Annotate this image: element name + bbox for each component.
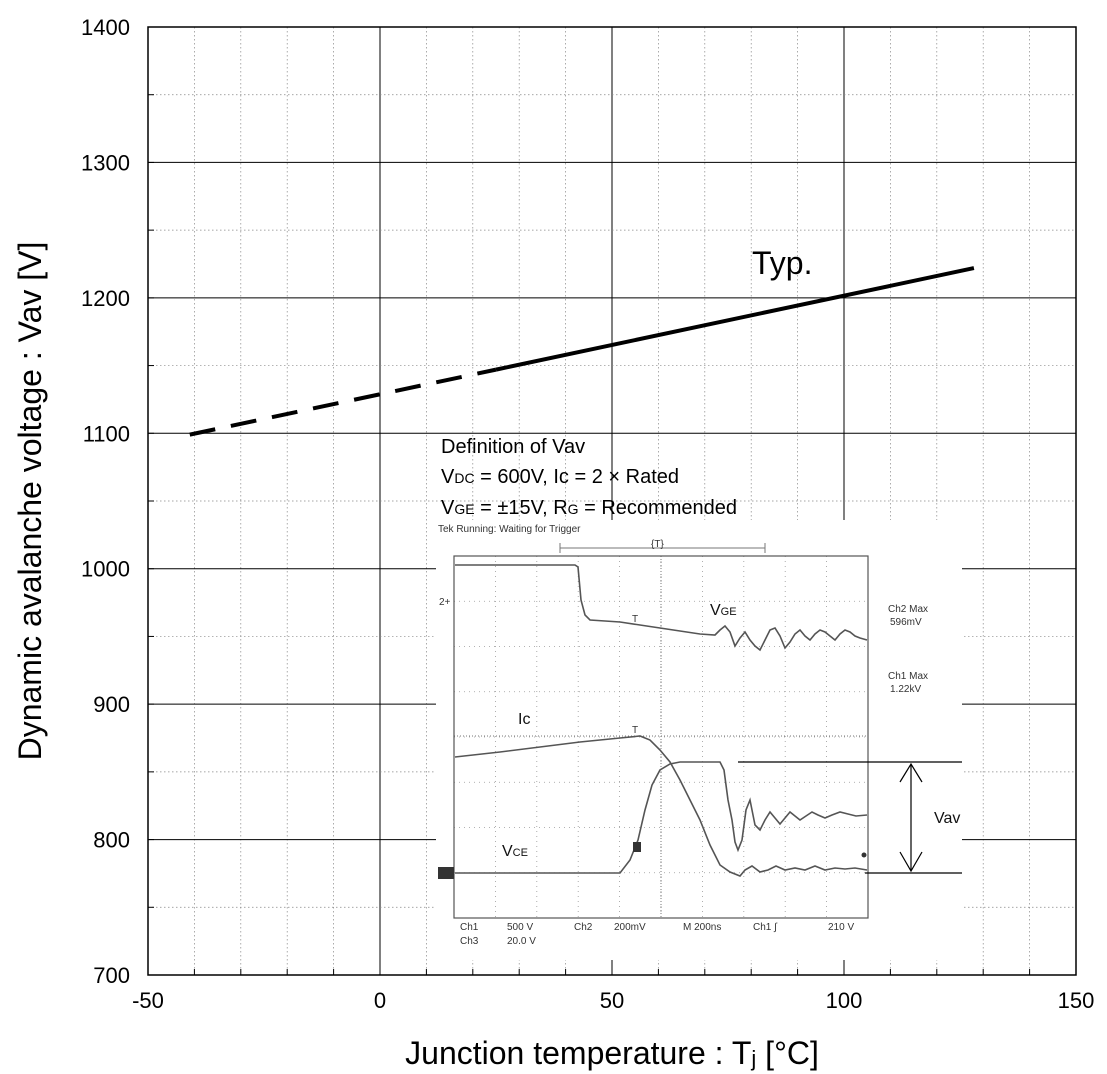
series-line-typ-solid [495, 266, 975, 372]
footer-ch1: Ch1 [460, 922, 479, 933]
inset-header: Tek Running: Waiting for Trigger [438, 524, 581, 535]
ch2-marker: 2+ [439, 597, 451, 608]
x-axis-label: Junction temperature : Tj [°C] [405, 1035, 819, 1071]
footer-trig-level: 210 V [828, 922, 854, 933]
series-line-typ-dashed [189, 367, 497, 437]
y-tick-label: 900 [93, 692, 130, 717]
footer-ch1-scale: 500 V [507, 922, 533, 933]
footer-ch2: Ch2 [574, 922, 593, 933]
vav-label: Vav [934, 810, 960, 827]
definition-block: Definition of Vav VDC = 600V, Ic = 2 × R… [441, 436, 737, 519]
footer-ch2-scale: 200mV [614, 922, 646, 933]
y-tick-label: 800 [93, 828, 130, 853]
scope-dot [861, 852, 867, 858]
y-tick-label: 1000 [81, 557, 130, 582]
definition-line1: VDC = 600V, Ic = 2 × Rated [441, 466, 679, 488]
x-tick-label: -50 [132, 988, 164, 1013]
ic-waveform [454, 735, 868, 877]
y-tick-label: 1300 [81, 150, 130, 175]
y-axis-label: Dynamic avalanche voltage : Vav [V] [12, 242, 48, 761]
scope-marker-vge: T [632, 614, 638, 625]
ground-marker [438, 867, 454, 879]
y-tick-label: 1100 [83, 421, 130, 446]
ch2-max-value: 596mV [890, 617, 922, 628]
definition-line2: VGE = ±15V, RG = Recommended [441, 497, 737, 519]
ch1-max-label: Ch1 Max [888, 671, 928, 682]
trigger-marker: {T} [651, 539, 664, 550]
ic-label: Ic [518, 711, 530, 728]
scope-marker-ic: T [632, 725, 638, 736]
definition-title: Definition of Vav [441, 436, 585, 458]
x-tick-label: 150 [1058, 988, 1095, 1013]
vav-arrowhead-top [899, 762, 923, 783]
scope-screen [453, 555, 869, 919]
ch1-max-value: 1.22kV [890, 684, 921, 695]
footer-ch3: Ch3 [460, 936, 479, 947]
ch2-max-label: Ch2 Max [888, 604, 928, 615]
vav-arrowhead-bottom [899, 851, 923, 873]
x-tick-label: 50 [600, 988, 624, 1013]
x-tick-label: 0 [374, 988, 386, 1013]
y-tick-label: 1200 [81, 286, 130, 311]
vce-label: VCE [502, 843, 528, 860]
vge-waveform [455, 564, 868, 652]
oscilloscope-inset: Tek Running: Waiting for Trigger {T} T 2… [436, 520, 962, 960]
typ-label: Typ. [752, 245, 812, 281]
plot-frame [147, 26, 1077, 976]
footer-trig: Ch1 ∫ [753, 922, 778, 933]
tick-labels: -50 0 50 100 150 700 800 900 1000 1100 1200 1300 140… [81, 15, 1094, 1013]
footer-time: M 200ns [683, 922, 721, 933]
y-tick-label: 1400 [81, 15, 130, 40]
footer-ch3-scale: 20.0 V [507, 936, 536, 947]
scope-marker-vce [633, 842, 641, 852]
x-tick-label: 100 [826, 988, 863, 1013]
series-layer [189, 266, 975, 437]
y-tick-label: 700 [93, 963, 130, 988]
vge-label: VGE [710, 602, 737, 619]
vge-label-sub: GE [721, 606, 737, 618]
scope-grid [454, 556, 868, 918]
inset-background [436, 520, 962, 960]
vce-waveform [455, 761, 868, 874]
vce-label-sub: CE [513, 847, 528, 859]
